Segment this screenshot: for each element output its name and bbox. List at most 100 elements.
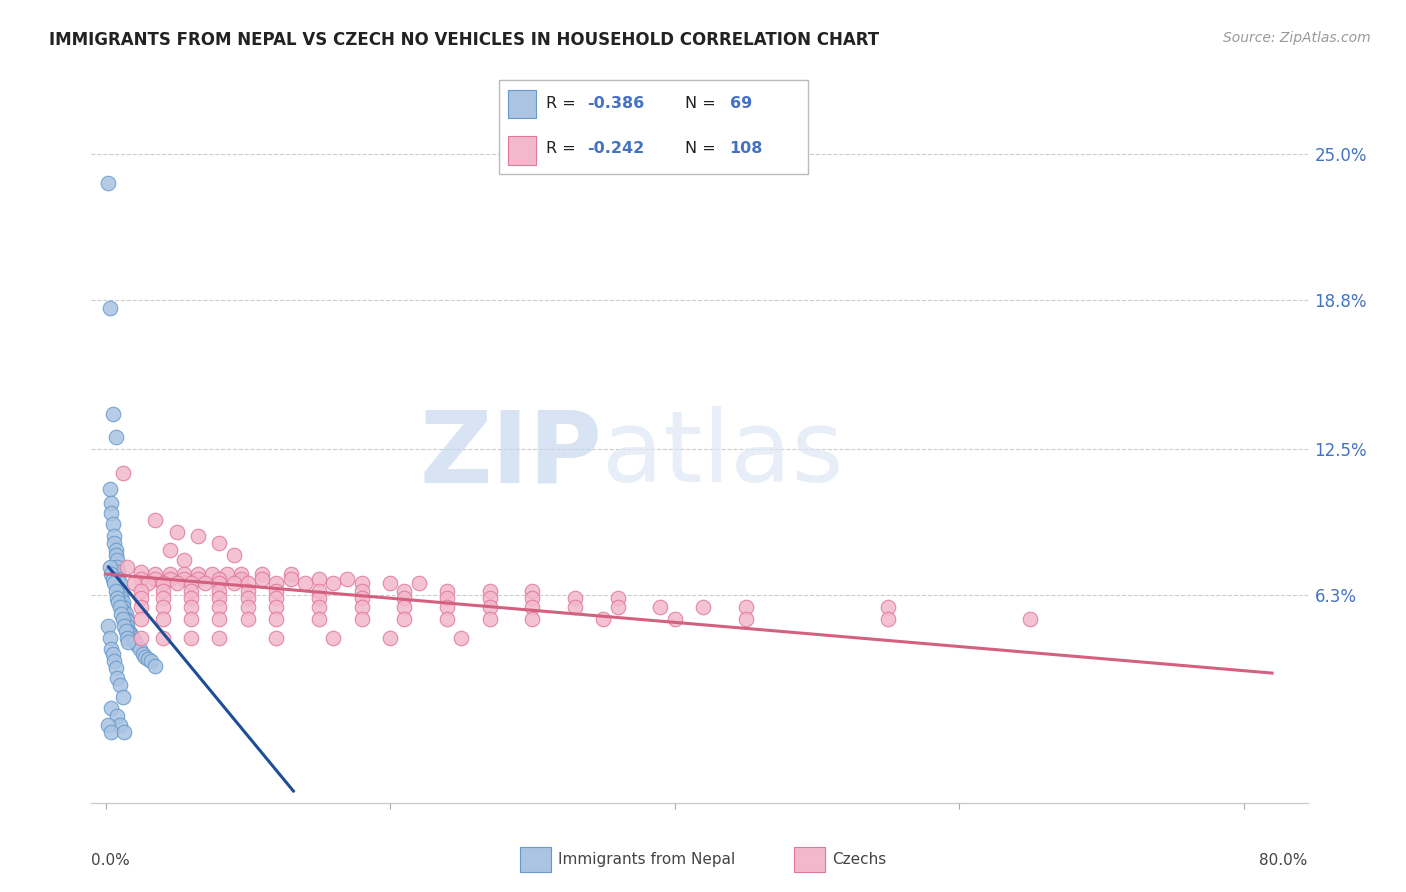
- Point: [236, 600, 259, 615]
- Text: R =: R =: [546, 141, 581, 156]
- Text: Source: ZipAtlas.com: Source: ZipAtlas.com: [1223, 31, 1371, 45]
- Point: [350, 591, 373, 605]
- Point: [124, 635, 146, 649]
- Point: [117, 635, 139, 649]
- Point: [152, 591, 174, 605]
- Point: [436, 600, 458, 615]
- Point: [98, 631, 121, 645]
- Point: [266, 591, 288, 605]
- Point: [100, 701, 122, 715]
- Point: [159, 572, 181, 586]
- Point: [592, 612, 614, 626]
- Point: [187, 572, 209, 586]
- Point: [180, 631, 202, 645]
- Point: [877, 612, 900, 626]
- Point: [103, 576, 125, 591]
- Point: [436, 612, 458, 626]
- Point: [122, 576, 145, 591]
- Point: [118, 626, 141, 640]
- Point: [115, 560, 138, 574]
- Point: [145, 659, 167, 673]
- Point: [236, 612, 259, 626]
- Point: [129, 565, 152, 579]
- Point: [108, 576, 131, 591]
- Point: [266, 600, 288, 615]
- Point: [664, 612, 686, 626]
- Point: [103, 529, 125, 543]
- Point: [111, 612, 134, 626]
- Point: [208, 612, 231, 626]
- Point: [478, 612, 501, 626]
- Point: [236, 583, 259, 598]
- Point: [187, 567, 209, 582]
- Point: [350, 612, 373, 626]
- Point: [436, 591, 458, 605]
- Point: [111, 690, 134, 704]
- FancyBboxPatch shape: [509, 136, 536, 164]
- Text: N =: N =: [685, 141, 721, 156]
- Point: [101, 647, 124, 661]
- Point: [107, 595, 129, 609]
- Point: [208, 583, 231, 598]
- Point: [173, 553, 195, 567]
- Point: [294, 576, 316, 591]
- Point: [173, 567, 195, 582]
- Point: [114, 624, 136, 638]
- Point: [100, 496, 122, 510]
- Point: [108, 718, 131, 732]
- Point: [111, 466, 134, 480]
- Point: [478, 600, 501, 615]
- Point: [250, 567, 273, 582]
- Point: [129, 631, 152, 645]
- Point: [650, 600, 672, 615]
- Point: [108, 600, 131, 615]
- Point: [105, 591, 128, 605]
- Point: [692, 600, 714, 615]
- Point: [180, 612, 202, 626]
- Point: [112, 725, 135, 739]
- Point: [478, 583, 501, 598]
- Point: [408, 576, 430, 591]
- Point: [114, 612, 136, 626]
- Point: [564, 600, 586, 615]
- Point: [152, 583, 174, 598]
- Point: [101, 572, 124, 586]
- Point: [129, 600, 152, 615]
- Point: [108, 583, 131, 598]
- Point: [145, 572, 167, 586]
- Point: [606, 591, 628, 605]
- Point: [112, 619, 135, 633]
- Point: [103, 536, 125, 550]
- Point: [266, 576, 288, 591]
- FancyBboxPatch shape: [499, 80, 808, 174]
- Point: [145, 513, 167, 527]
- Point: [187, 529, 209, 543]
- Point: [136, 652, 159, 666]
- Point: [1019, 612, 1042, 626]
- Point: [139, 654, 162, 668]
- Point: [105, 708, 128, 723]
- Point: [308, 612, 330, 626]
- Point: [394, 612, 416, 626]
- Point: [110, 588, 132, 602]
- Point: [394, 591, 416, 605]
- Point: [266, 612, 288, 626]
- Point: [229, 572, 252, 586]
- Point: [322, 631, 344, 645]
- Point: [350, 583, 373, 598]
- Point: [208, 576, 231, 591]
- Point: [152, 631, 174, 645]
- Point: [250, 572, 273, 586]
- Point: [110, 607, 132, 621]
- Point: [121, 631, 143, 645]
- Point: [100, 506, 122, 520]
- Text: Immigrants from Nepal: Immigrants from Nepal: [558, 853, 735, 867]
- Point: [201, 567, 224, 582]
- Point: [145, 567, 167, 582]
- Text: 80.0%: 80.0%: [1260, 854, 1308, 868]
- Point: [107, 572, 129, 586]
- Point: [98, 560, 121, 574]
- Point: [222, 576, 245, 591]
- Point: [166, 524, 188, 539]
- Text: 69: 69: [730, 96, 752, 112]
